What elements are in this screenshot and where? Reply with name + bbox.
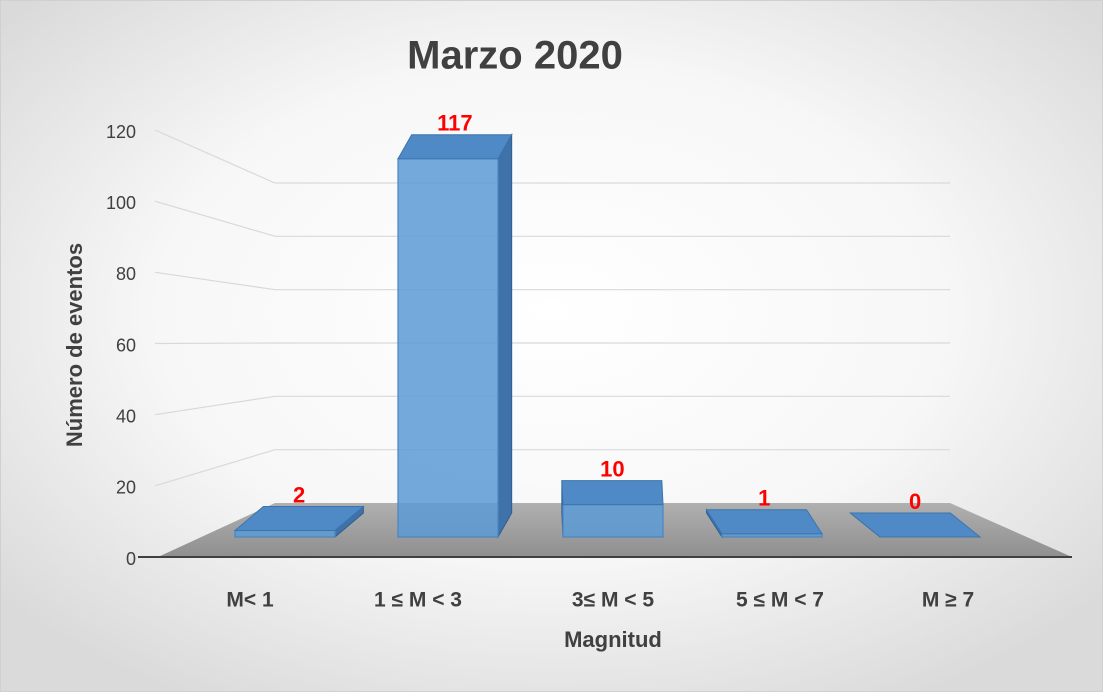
grid-line [154, 200, 950, 237]
x-axis-title: Magnitud [564, 627, 662, 652]
value-label: 0 [909, 489, 921, 514]
bar-front [562, 504, 664, 538]
bar-side [497, 132, 513, 539]
y-tick-label: 80 [116, 264, 136, 284]
bar [848, 512, 982, 538]
bar [233, 505, 365, 539]
bar [705, 508, 823, 539]
bar-top [561, 480, 664, 506]
x-tick-label: M< 1 [226, 589, 274, 612]
bar-top [397, 134, 513, 160]
y-tick-label: 100 [106, 193, 136, 213]
bar-top [705, 509, 823, 535]
value-label: 1 [758, 486, 770, 511]
grid-line [154, 271, 950, 291]
grid-line [154, 129, 950, 184]
bar-front [234, 529, 336, 538]
y-tick-label: 0 [126, 549, 136, 569]
value-label: 10 [600, 456, 624, 481]
bar-front [397, 158, 499, 538]
grid-line [154, 449, 950, 487]
x-tick-label: 3≤ M < 5 [572, 589, 654, 612]
y-tick-label: 60 [116, 335, 136, 355]
value-label: 117 [437, 111, 473, 136]
x-tick-label: M ≥ 7 [922, 589, 974, 612]
y-axis-title: Número de eventos [62, 243, 87, 447]
bar [397, 132, 513, 539]
value-label: 2 [293, 482, 305, 507]
grid-line [154, 342, 950, 345]
bar-top [848, 512, 982, 538]
y-tick-label: 40 [116, 406, 136, 426]
bar-top [233, 506, 365, 532]
y-tick-label: 120 [106, 122, 136, 142]
y-tick-label: 20 [116, 478, 136, 498]
bar [561, 480, 664, 538]
grid-line [154, 395, 950, 416]
x-tick-label: 1 ≤ M < 3 [374, 589, 462, 612]
chart-title: Marzo 2020 [407, 34, 623, 78]
x-tick-label: 5 ≤ M < 7 [736, 589, 824, 612]
